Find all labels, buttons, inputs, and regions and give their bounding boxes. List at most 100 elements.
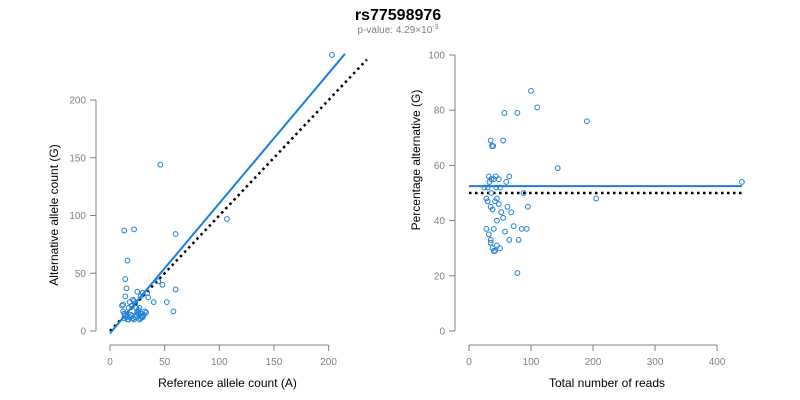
- chart-1-point: [150, 299, 157, 306]
- chart-1-point: [125, 305, 132, 311]
- chart-2-point: [493, 184, 500, 191]
- chart-1-point: [131, 226, 137, 233]
- chart-2-point: [593, 195, 600, 202]
- chart-1-x-tick-label: 150: [266, 357, 283, 368]
- chart-1-point: [121, 227, 128, 234]
- chart-1-x-tick-label: 100: [211, 357, 228, 368]
- chart-2-y-tick-label: 20: [434, 271, 446, 282]
- subtitle-prefix: p-value: 4.29×10: [357, 25, 432, 36]
- chart-1-point: [142, 308, 148, 315]
- chart-2-point: [508, 209, 515, 216]
- chart-2-point: [488, 190, 495, 196]
- chart-2-point: [504, 203, 511, 210]
- chart-2-point: [515, 237, 522, 243]
- chart-1-reference-line: [109, 58, 368, 332]
- chart-1-point: [145, 294, 152, 301]
- chart-1-point: [328, 52, 335, 58]
- chart-2-point: [506, 237, 513, 243]
- chart-2-point: [500, 214, 507, 221]
- chart-2-point: [583, 118, 590, 125]
- chart-1-y-tick-label: 100: [69, 211, 86, 222]
- chart-subtitle: p-value: 4.29×10-3: [357, 24, 438, 36]
- chart-2-point: [487, 137, 494, 144]
- chart-2-y-tick-label: 80: [434, 106, 446, 117]
- chart-1-y-tick-label: 50: [75, 269, 87, 280]
- chart-2-point: [487, 239, 494, 246]
- chart-1-point: [124, 257, 131, 264]
- chart-2-point: [495, 201, 502, 207]
- chart-1-fit-line: [109, 53, 346, 334]
- chart-1-point: [123, 285, 130, 292]
- chart-1-point: [163, 299, 170, 306]
- chart-2-point: [523, 225, 530, 232]
- chart-2-point: [494, 242, 500, 249]
- chart-2-point: [514, 270, 521, 276]
- chart-2-x-tick-label: 200: [585, 357, 602, 368]
- chart-2-y-tick-label: 40: [434, 216, 446, 227]
- chart-2-point: [503, 179, 510, 185]
- chart-1-x-tick-label: 0: [107, 357, 113, 368]
- chart-1-point: [172, 286, 179, 293]
- chart-2-point: [484, 184, 491, 191]
- right-panel-scatter: 0 100 200 300 400 0 20 40 60 80 100 Total number of…: [409, 51, 745, 390]
- chart-1-point: [155, 278, 161, 285]
- chart-1-point: [119, 302, 125, 309]
- chart-2-point: [520, 190, 527, 196]
- chart-2-y-tick-label: 100: [428, 51, 445, 62]
- chart-2-point: [485, 231, 492, 238]
- chart-2-y-axis-title: Percentage alternative (G): [409, 90, 423, 231]
- chart-1-point: [170, 308, 177, 315]
- chart-2-point: [481, 184, 488, 191]
- chart-title: rs77598976: [355, 7, 441, 24]
- chart-2-y-tick-label: 60: [434, 161, 446, 172]
- chart-2-point: [554, 165, 561, 172]
- chart-1-point: [122, 293, 129, 300]
- chart-1-y-tick-label: 150: [69, 153, 86, 164]
- chart-2-point: [738, 179, 745, 185]
- chart-2-point: [506, 173, 513, 180]
- chart-1-point: [121, 315, 128, 322]
- chart-1-point: [143, 309, 149, 316]
- chart-2-point: [514, 110, 521, 116]
- chart-1-y-axis-title: Alternative allele count (G): [47, 144, 61, 285]
- chart-2-point: [495, 176, 502, 183]
- chart-2-point: [483, 195, 490, 202]
- chart-2-point: [501, 110, 508, 116]
- chart-2-point: [518, 225, 525, 232]
- chart-2-point: [498, 209, 505, 216]
- chart-2-point: [487, 237, 494, 243]
- chart-1-point: [157, 161, 164, 168]
- chart-2-x-tick-label: 400: [709, 357, 726, 368]
- chart-1-point: [172, 231, 179, 237]
- chart-1-point: [120, 301, 127, 308]
- chart-1-point: [134, 288, 141, 295]
- chart-1-x-tick-label: 50: [159, 357, 171, 368]
- chart-1-point: [136, 305, 143, 311]
- chart-1-x-axis-title: Reference allele count (A): [158, 376, 297, 390]
- chart-2-point: [534, 104, 541, 111]
- chart-2-x-axis-title: Total number of reads: [549, 376, 665, 390]
- chart-2-point: [483, 225, 490, 232]
- chart-2-point: [502, 228, 508, 235]
- chart-2-point: [494, 217, 500, 224]
- left-panel-scatter: 0 50 100 150 200 0 50 100 150 200 Reference allele…: [47, 52, 368, 390]
- chart-2-point: [494, 195, 500, 202]
- chart-1-point: [138, 314, 145, 321]
- chart-2-point: [525, 203, 531, 210]
- chart-2-point: [497, 184, 503, 191]
- chart-2-point: [497, 245, 503, 252]
- chart-1-y-tick-label: 0: [80, 327, 86, 338]
- chart-2-x-tick-label: 0: [466, 357, 472, 368]
- chart-1-point: [137, 315, 144, 322]
- chart-1-point: [159, 281, 166, 288]
- chart-2-point: [500, 137, 507, 144]
- chart-2-x-tick-label: 300: [647, 357, 664, 368]
- chart-2-point: [510, 223, 517, 230]
- chart-1-x-tick-label: 200: [320, 357, 337, 368]
- chart-2-point: [489, 206, 496, 213]
- chart-1-point: [224, 216, 230, 222]
- chart-2-point: [484, 198, 491, 205]
- chart-2-point: [528, 87, 534, 94]
- chart-1-y-tick-label: 200: [69, 96, 86, 107]
- subtitle-exponent: -3: [432, 24, 438, 31]
